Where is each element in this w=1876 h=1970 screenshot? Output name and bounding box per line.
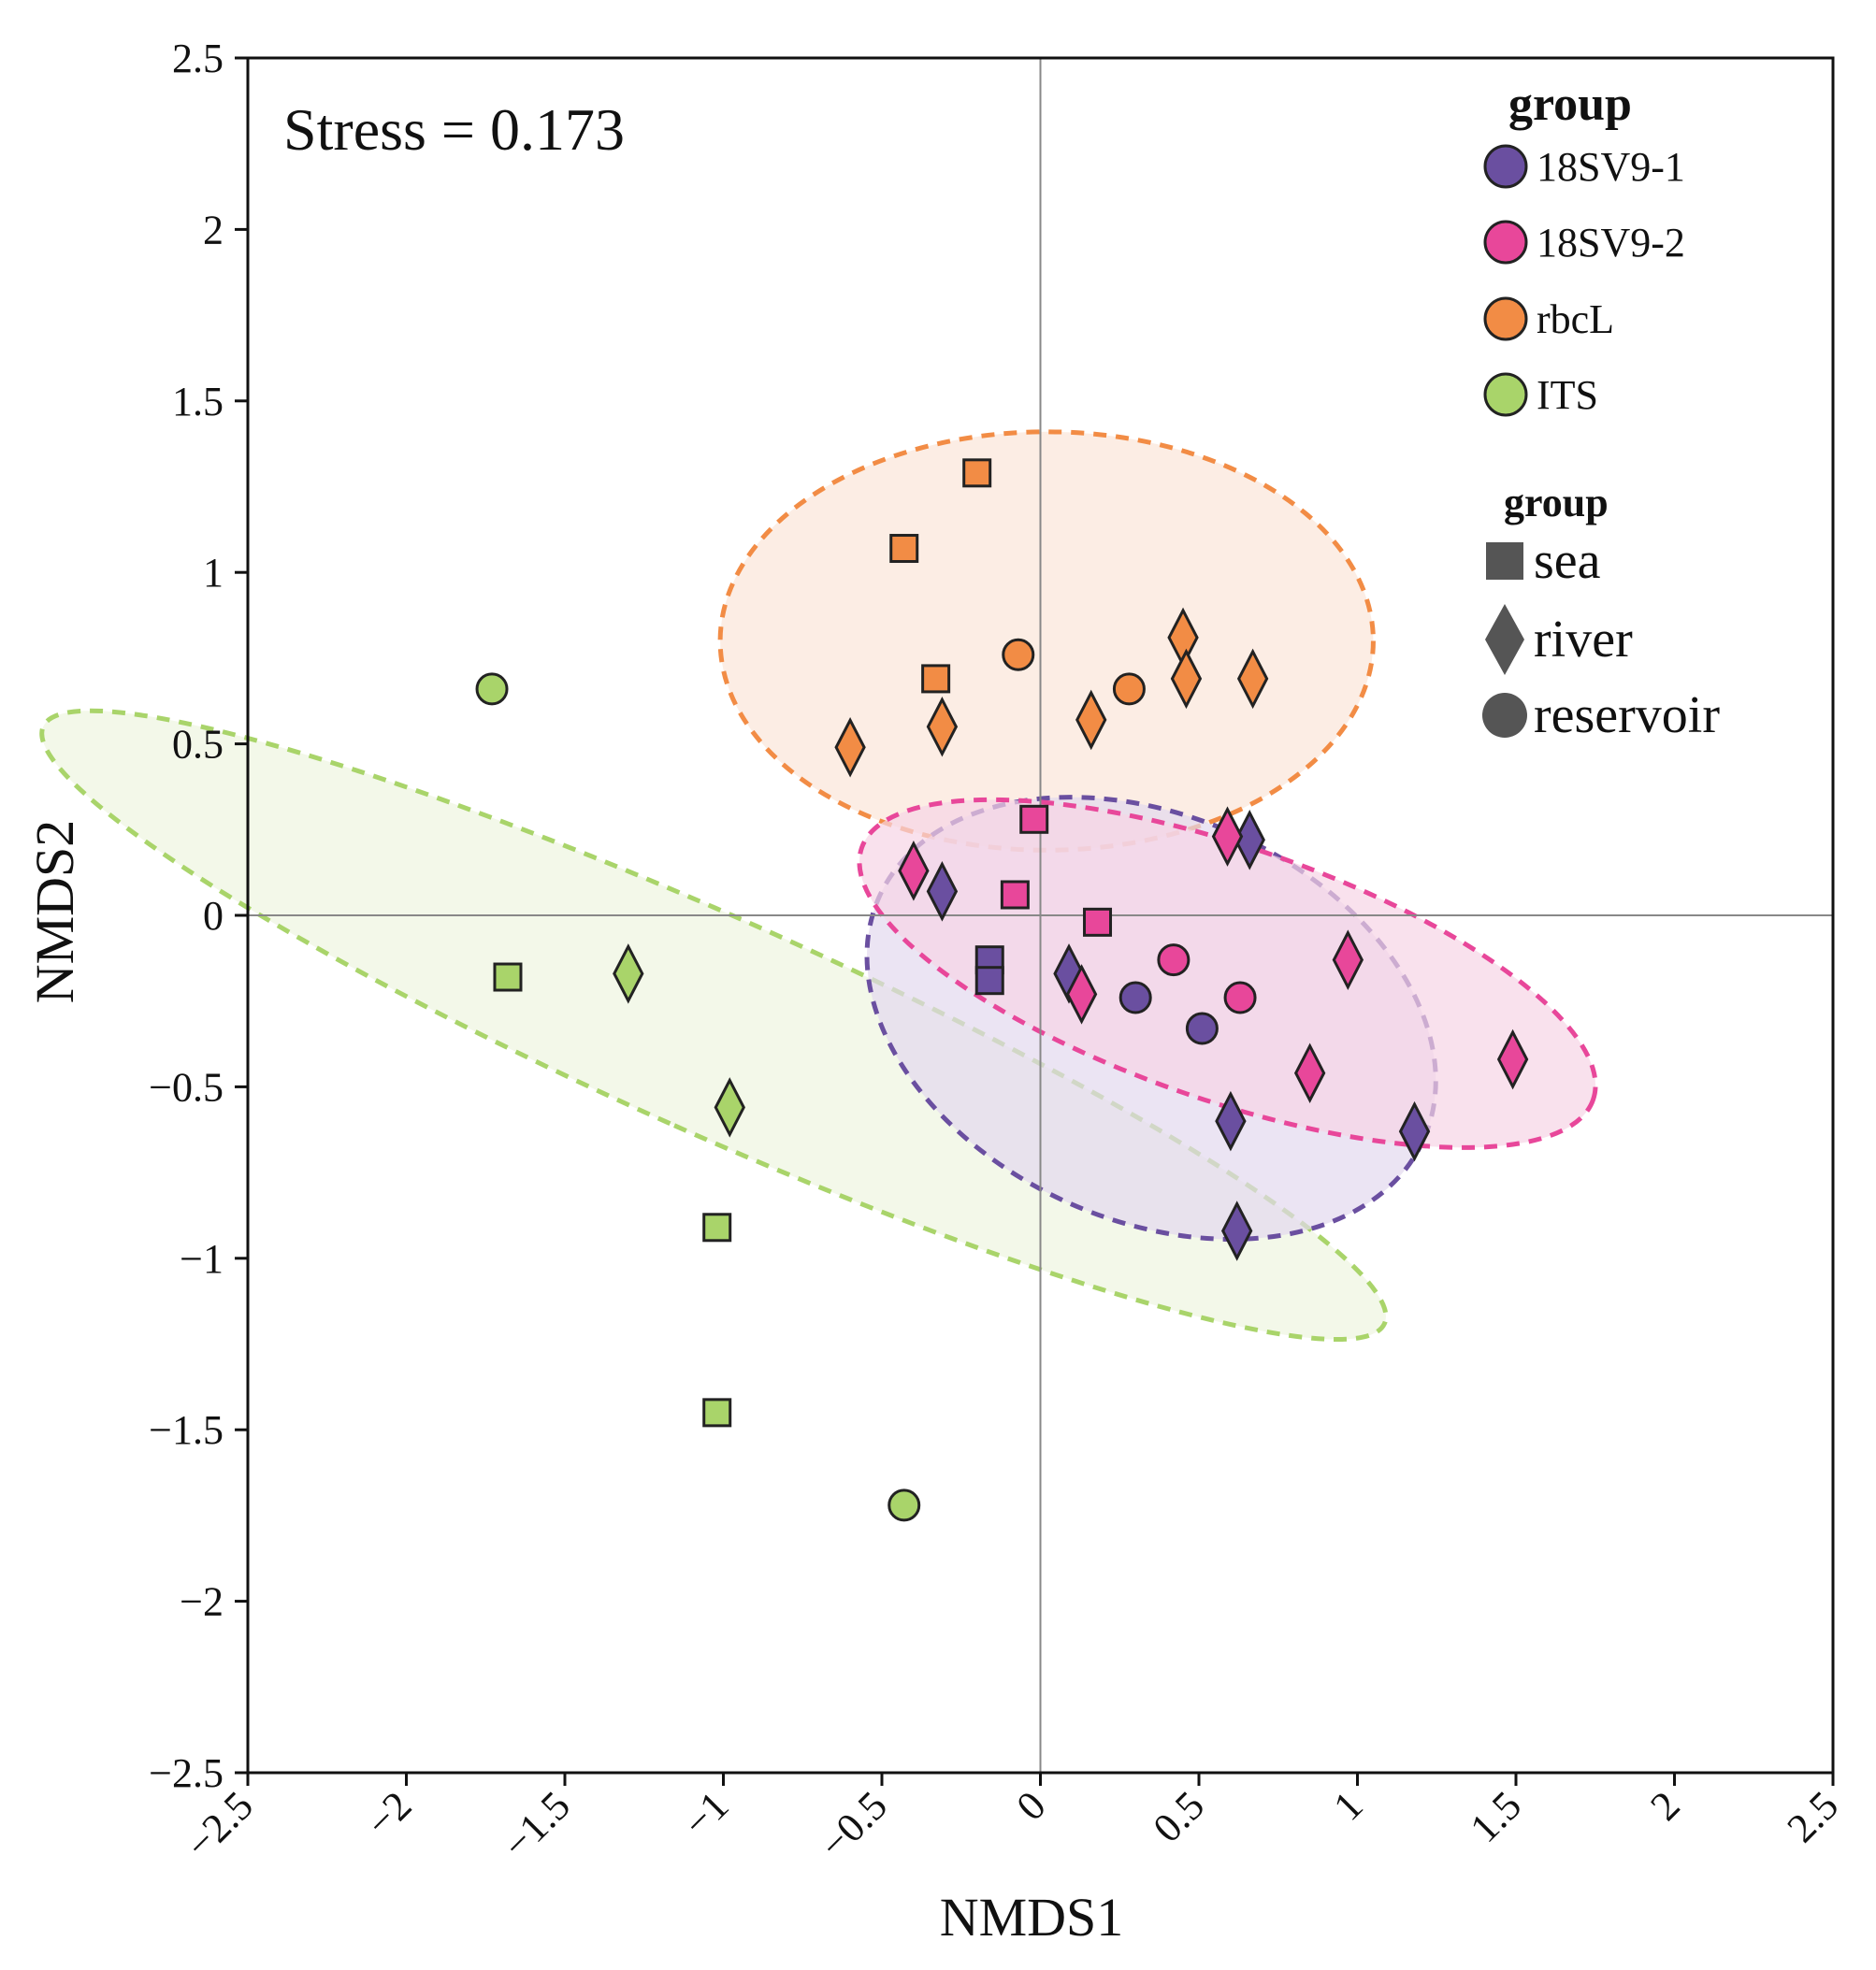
legend-swatch-rbcl xyxy=(1483,296,1528,341)
point-18sv9-1-river xyxy=(1215,1090,1247,1152)
point-its-sea xyxy=(702,1213,732,1243)
x-axis-title: NMDS1 xyxy=(940,1887,1124,1948)
y-tick-label: 0.5 xyxy=(172,722,224,768)
point-18sv9-2-river xyxy=(1065,964,1098,1025)
x-tick-label: 0.5 xyxy=(1145,1782,1214,1851)
point-18sv9-2-reservoir xyxy=(1157,943,1191,977)
point-rbcl-river xyxy=(1236,648,1269,710)
legend-label-its: ITS xyxy=(1537,372,1598,418)
y-tick-label: −2 xyxy=(180,1579,224,1625)
legend-swatch-its xyxy=(1483,372,1528,417)
y-tick-label: 2.5 xyxy=(172,36,224,81)
point-its-reservoir xyxy=(887,1488,921,1522)
point-18sv9-2-sea xyxy=(1000,880,1030,910)
points-layer xyxy=(475,458,1529,1522)
ellipse-18sv9-2 xyxy=(857,797,1598,1150)
point-18sv9-2-river xyxy=(1211,806,1244,867)
point-18sv9-2-river xyxy=(898,841,930,901)
point-18sv9-1-river xyxy=(1398,1100,1431,1162)
point-18sv9-2-river xyxy=(1332,929,1364,990)
x-tick-label: −1.5 xyxy=(494,1782,579,1867)
point-18sv9-1-river xyxy=(1220,1201,1253,1261)
legend-label-rbcl: rbcL xyxy=(1537,296,1614,342)
x-tick-label: 2.5 xyxy=(1779,1782,1848,1851)
point-18sv9-1-sea xyxy=(974,966,1004,996)
point-rbcl-river xyxy=(1075,689,1107,751)
x-tick-label: −0.5 xyxy=(811,1782,896,1867)
point-its-sea xyxy=(493,962,523,992)
point-18sv9-2-river xyxy=(1293,1043,1326,1103)
x-tick-label: −2 xyxy=(357,1782,421,1846)
legend-shape-title: group xyxy=(1504,480,1609,525)
x-tick-label: 0 xyxy=(1007,1782,1054,1829)
x-tick-label: 1 xyxy=(1324,1782,1371,1829)
legend-shape-diamond-icon xyxy=(1485,604,1524,675)
point-its-reservoir xyxy=(475,672,509,706)
zero-lines-layer xyxy=(248,58,1833,1773)
point-rbcl-sea xyxy=(921,664,951,694)
legend: group 18SV9-1 18SV9-2 rbcL ITS group sea… xyxy=(1482,78,1720,744)
point-18sv9-2-reservoir xyxy=(1223,981,1257,1014)
y-tick-label: 0 xyxy=(203,893,224,939)
legend-label-sea: sea xyxy=(1534,532,1601,590)
ellipses-layer xyxy=(39,429,1598,1343)
point-rbcl-reservoir xyxy=(1002,638,1035,671)
legend-swatch-18sv9-1 xyxy=(1483,144,1528,189)
point-rbcl-river xyxy=(1170,648,1203,710)
point-rbcl-reservoir xyxy=(1112,672,1146,706)
point-rbcl-river xyxy=(926,696,959,757)
y-tick-label: −2.5 xyxy=(149,1750,224,1796)
y-tick-label: 1 xyxy=(203,550,224,596)
legend-shape-circle-icon xyxy=(1482,693,1527,738)
legend-label-reservoir: reservoir xyxy=(1534,686,1720,744)
legend-label-18sv9-2: 18SV9-2 xyxy=(1537,220,1685,266)
point-its-sea xyxy=(702,1398,732,1428)
legend-label-18sv9-1: 18SV9-1 xyxy=(1537,144,1685,190)
legend-label-river: river xyxy=(1534,611,1633,669)
point-18sv9-1-reservoir xyxy=(1118,981,1152,1014)
legend-swatch-18sv9-2 xyxy=(1483,220,1528,265)
y-tick-label: 2 xyxy=(203,207,224,252)
legend-shape-square-icon xyxy=(1486,542,1523,580)
point-18sv9-1-river xyxy=(1234,810,1265,870)
point-its-river xyxy=(613,943,644,1004)
x-tick-label: 2 xyxy=(1641,1782,1688,1829)
x-tick-label: 1.5 xyxy=(1462,1782,1531,1851)
y-tick-label: −1.5 xyxy=(149,1407,224,1453)
point-rbcl-sea xyxy=(962,458,992,488)
point-rbcl-sea xyxy=(889,534,919,564)
point-rbcl-river xyxy=(834,717,866,778)
y-tick-label: −1 xyxy=(180,1236,224,1282)
point-18sv9-1-river xyxy=(926,861,959,922)
point-18sv9-2-sea xyxy=(1083,907,1113,937)
x-tick-label: −1 xyxy=(674,1782,738,1846)
point-its-river xyxy=(714,1077,745,1138)
stress-annotation: Stress = 0.173 xyxy=(283,96,625,163)
y-tick-label: −0.5 xyxy=(149,1064,224,1110)
point-18sv9-2-sea xyxy=(1019,804,1049,834)
y-tick-label: 1.5 xyxy=(172,379,224,424)
y-axis-title: NMDS2 xyxy=(24,820,85,1004)
point-18sv9-1-reservoir xyxy=(1185,1012,1219,1045)
legend-color-title: group xyxy=(1508,78,1632,131)
point-18sv9-2-river xyxy=(1496,1028,1529,1090)
ellipse-rbcl xyxy=(717,429,1376,853)
